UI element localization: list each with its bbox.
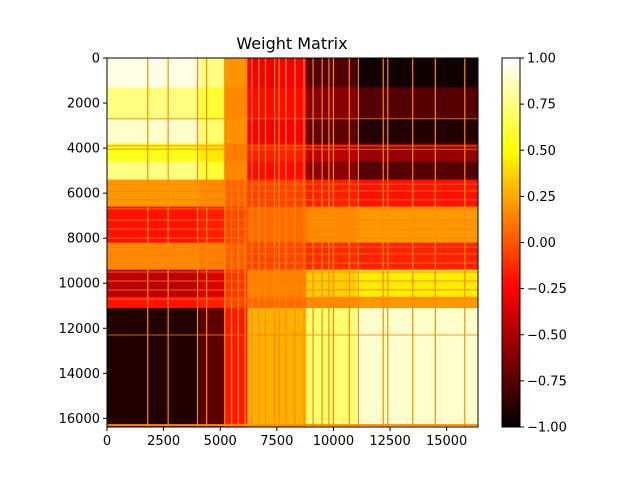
- heatmap-cell: [247, 307, 307, 427]
- chart-title: Weight Matrix: [236, 34, 347, 53]
- y-tick-label: 2000: [67, 97, 100, 112]
- y-tick-label: 6000: [67, 187, 100, 202]
- x-tick-label: 5000: [204, 434, 237, 449]
- heatmap-cell: [224, 87, 248, 120]
- heatmap-cell: [356, 307, 478, 427]
- x-tick-label: 12500: [369, 434, 410, 449]
- heatmap-cell: [224, 118, 248, 145]
- heatmap-cell: [107, 58, 201, 88]
- heatmap-cell: [356, 296, 478, 309]
- heatmap-cell: [306, 161, 357, 181]
- heatmap-cell: [224, 161, 248, 181]
- heatmap-cell: [107, 161, 201, 181]
- heatmap-cell: [306, 269, 357, 298]
- y-tick-label: 4000: [67, 142, 100, 157]
- heatmap-cell: [247, 269, 307, 298]
- x-tick-label: 15000: [426, 434, 467, 449]
- heatmap-cell: [199, 161, 226, 181]
- heatmap-cell: [306, 87, 357, 120]
- colorbar-tick-label: 0.25: [527, 190, 556, 205]
- heatmap-cell: [247, 118, 307, 145]
- heatmap-cell: [247, 87, 307, 120]
- heatmap-cell: [199, 87, 226, 120]
- heatmap-cell: [306, 206, 357, 244]
- heatmap-cell: [224, 58, 248, 88]
- heatmap-cell: [199, 206, 226, 244]
- y-tick-label: 10000: [59, 277, 100, 292]
- y-tick-label: 0: [92, 52, 100, 67]
- heatmap-cell: [107, 118, 201, 145]
- colorbar-tick-label: −1.00: [527, 421, 567, 436]
- y-tick-label: 14000: [59, 367, 100, 382]
- colorbar-tick-label: 0.50: [527, 144, 556, 159]
- heatmap-cell: [356, 87, 478, 120]
- colorbar-tick-label: 0.75: [527, 98, 556, 113]
- colorbar: [501, 57, 521, 428]
- heatmap-cell: [356, 206, 478, 244]
- heatmap-cell: [224, 269, 248, 298]
- colorbar-tick-label: −0.50: [527, 328, 567, 343]
- x-axis: 0 2500 5000 7500 10000 12500 15000: [103, 427, 467, 449]
- x-tick-label: 2500: [147, 434, 180, 449]
- heatmap-cell: [356, 143, 478, 163]
- heatmap-image: [107, 58, 478, 427]
- heatmap-cell: [107, 206, 201, 244]
- heatmap-cell: [199, 143, 226, 163]
- heatmap-cell: [306, 143, 357, 163]
- heatmap-cell: [199, 269, 226, 298]
- heatmap-cell: [306, 296, 357, 309]
- heatmap-cell: [306, 307, 357, 427]
- heatmap-cell: [107, 143, 201, 163]
- heatmap-cell: [224, 206, 248, 244]
- heatmap-cell: [107, 307, 201, 427]
- heatmap-cell: [107, 269, 201, 298]
- y-tick-label: 8000: [67, 232, 100, 247]
- y-axis: 0 2000 4000 6000 8000 10000 12000 14000 16000: [59, 52, 107, 427]
- colorbar-tick-label: 1.00: [527, 52, 556, 67]
- heatmap-cell: [247, 143, 307, 163]
- y-tick-label: 12000: [59, 322, 100, 337]
- x-tick-label: 7500: [260, 434, 293, 449]
- heatmap-cell: [306, 118, 357, 145]
- plot-frame: [106, 57, 479, 428]
- colorbar-tick-label: 0.00: [527, 236, 556, 251]
- heatmap-cell: [306, 58, 357, 88]
- heatmap-cell: [247, 206, 307, 244]
- heatmap-cell: [199, 296, 226, 309]
- heatmap-cell: [224, 307, 248, 427]
- heatmap-cell: [107, 296, 201, 309]
- heatmap-cell: [199, 307, 226, 427]
- colorbar-axis: 1.00 0.75 0.50 0.25 0.00 −0.25 −0.50 −0.75 −1.00: [520, 52, 567, 436]
- heatmap-cell: [224, 296, 248, 309]
- colorbar-tick-label: −0.75: [527, 374, 567, 389]
- heatmap-cell: [356, 161, 478, 181]
- heatmap-cell: [199, 118, 226, 145]
- y-tick-label: 16000: [59, 412, 100, 427]
- heatmap-cell: [356, 269, 478, 298]
- x-tick-label: 10000: [313, 434, 354, 449]
- heatmap-cell: [356, 118, 478, 145]
- heatmap-cell: [247, 296, 307, 309]
- heatmap-cell: [247, 58, 307, 88]
- colorbar-tick-label: −0.25: [527, 282, 567, 297]
- heatmap-cell: [247, 161, 307, 181]
- heatmap-cell: [224, 143, 248, 163]
- heatmap-cell: [199, 58, 226, 88]
- heatmap-cell: [107, 87, 201, 120]
- heatmap-cell: [356, 58, 478, 88]
- x-tick-label: 0: [103, 434, 111, 449]
